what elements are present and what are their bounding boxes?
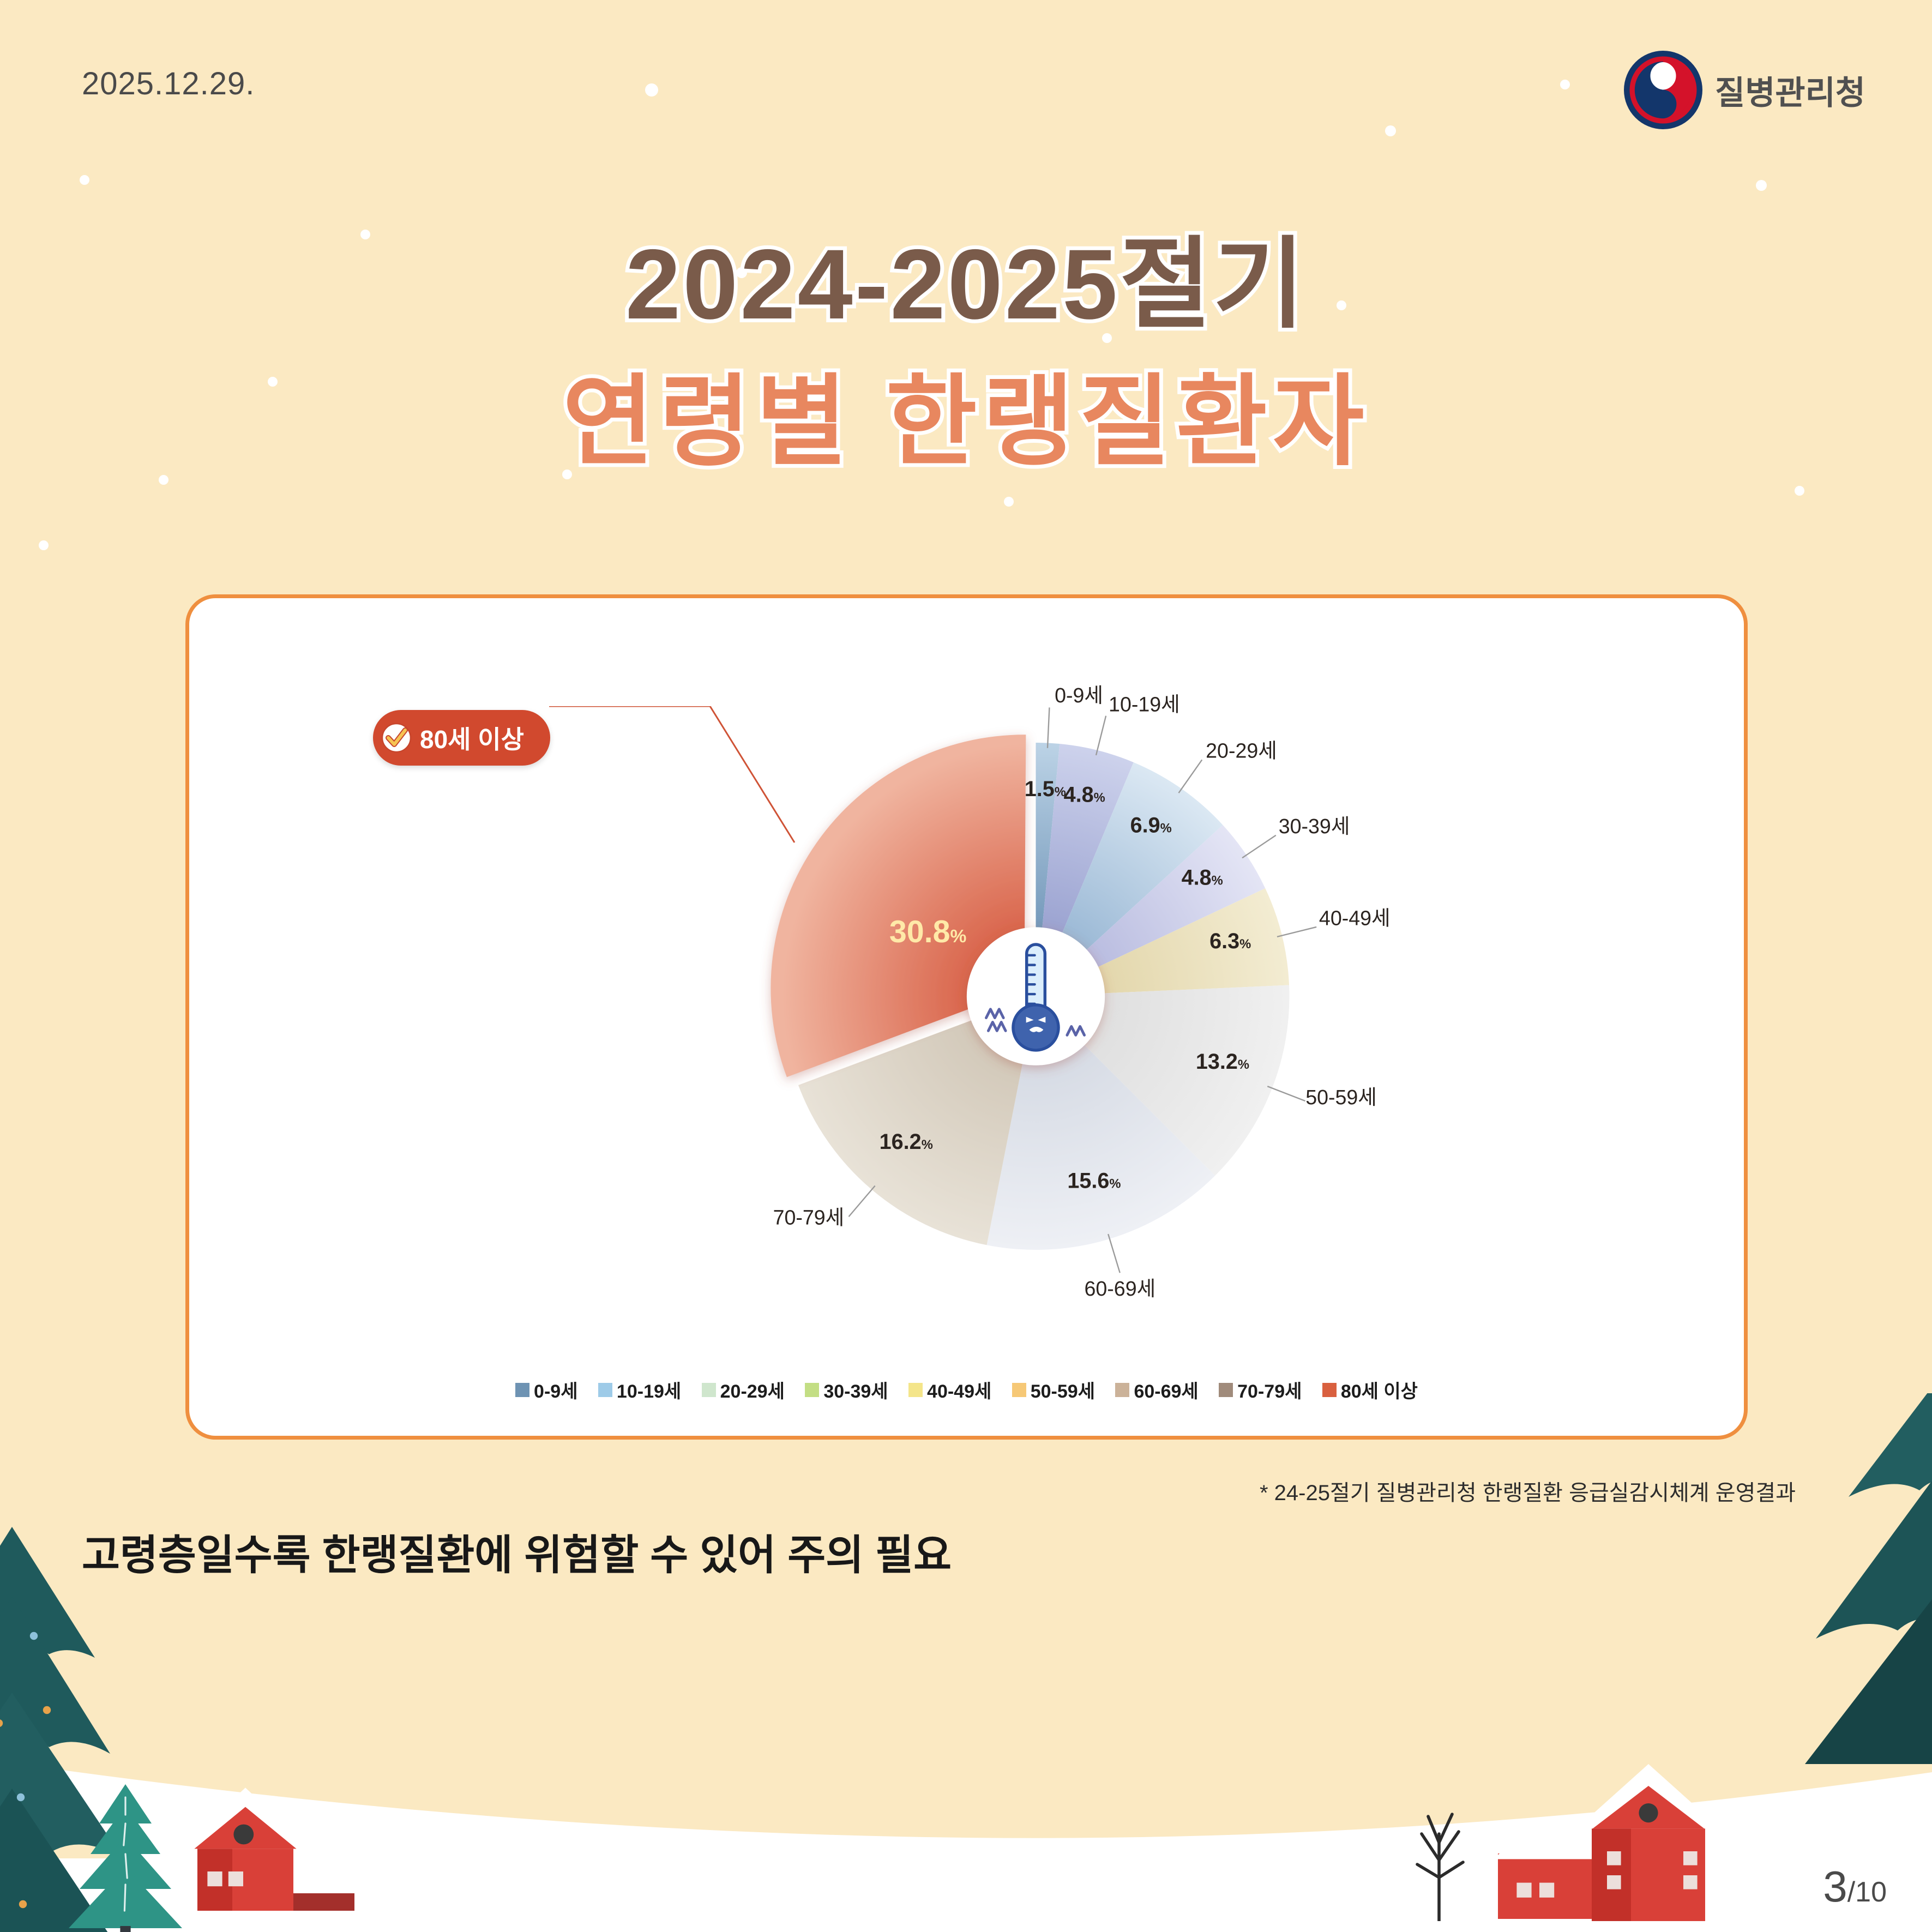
svg-text:50-59세: 50-59세	[1305, 1086, 1377, 1109]
svg-text:30-39세: 30-39세	[1279, 815, 1350, 838]
svg-text:70-79세: 70-79세	[773, 1206, 845, 1229]
svg-text:40-49세: 40-49세	[1319, 906, 1391, 929]
svg-text:10-19세: 10-19세	[1109, 693, 1180, 716]
svg-text:60-69세: 60-69세	[1085, 1277, 1156, 1300]
svg-text:20-29세: 20-29세	[1206, 739, 1277, 762]
svg-text:0-9세: 0-9세	[1055, 684, 1103, 707]
